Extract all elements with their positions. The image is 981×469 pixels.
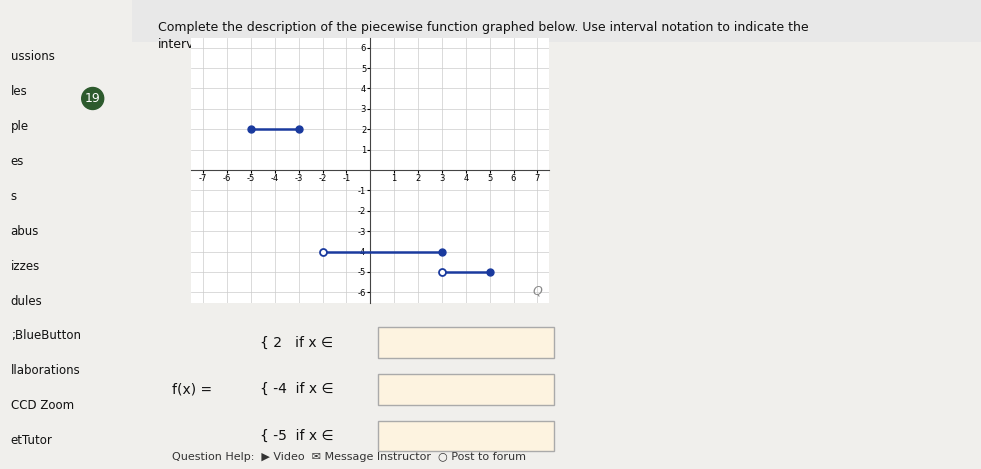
Text: izzes: izzes [11, 259, 40, 272]
Text: f(x) =: f(x) = [172, 382, 216, 396]
Text: ussions: ussions [11, 50, 55, 63]
Text: CCD Zoom: CCD Zoom [11, 400, 74, 412]
FancyBboxPatch shape [378, 421, 554, 451]
Text: etTutor: etTutor [11, 434, 52, 447]
FancyBboxPatch shape [378, 327, 554, 357]
Text: abus: abus [11, 225, 39, 238]
Text: s: s [11, 189, 17, 203]
Bar [132, 0, 981, 42]
Text: Q: Q [533, 284, 542, 297]
Text: ;BlueButton: ;BlueButton [11, 330, 80, 342]
Text: { 2   if x ∈: { 2 if x ∈ [260, 335, 334, 349]
Text: es: es [11, 155, 24, 167]
Text: { -5  if x ∈: { -5 if x ∈ [260, 429, 334, 443]
Text: { -4  if x ∈: { -4 if x ∈ [260, 382, 334, 396]
FancyBboxPatch shape [378, 374, 554, 404]
Text: 19: 19 [84, 92, 101, 105]
Text: ple: ple [11, 120, 28, 133]
Text: llaborations: llaborations [11, 364, 80, 378]
Text: Complete the description of the piecewise function graphed below. Use interval n: Complete the description of the piecewis… [158, 21, 808, 51]
Text: dules: dules [11, 295, 42, 308]
Text: Question Help:  ▶ Video  ✉ Message Instructor  ○ Post to forum: Question Help: ▶ Video ✉ Message Instruc… [172, 452, 526, 462]
Text: les: les [11, 85, 27, 98]
